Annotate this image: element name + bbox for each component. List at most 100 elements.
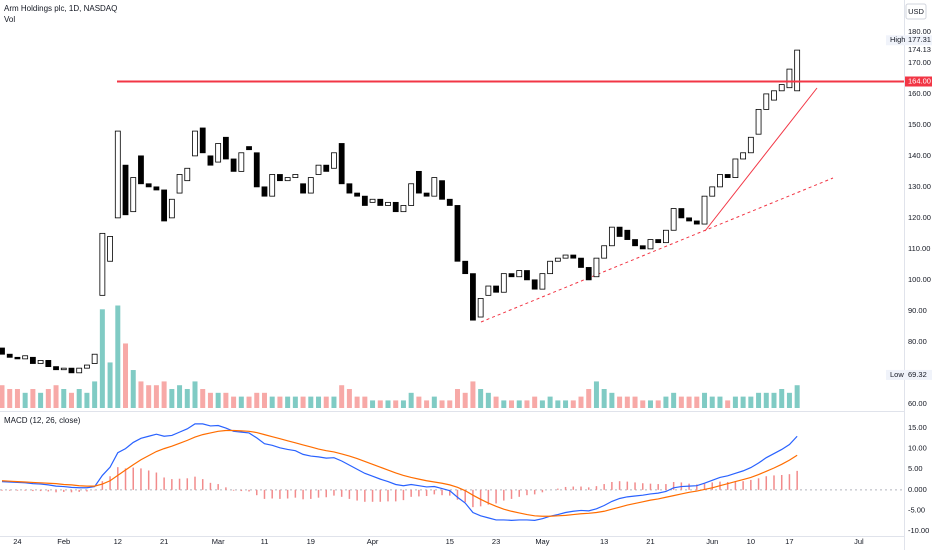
- macd-histogram-bar: [472, 490, 474, 507]
- candle-body: [270, 174, 275, 196]
- candle-body: [131, 178, 136, 212]
- macd-histogram-bar: [588, 487, 590, 489]
- candle-body: [532, 280, 537, 289]
- volume-bar: [231, 397, 236, 408]
- candle-body: [262, 187, 267, 196]
- macd-histogram-bar: [233, 490, 235, 491]
- x-tick-label: May: [535, 537, 549, 546]
- candle-body: [625, 230, 630, 239]
- volume-bar: [795, 385, 800, 408]
- macd-histogram-bar: [441, 490, 443, 495]
- macd-histogram-bar: [241, 490, 243, 491]
- macd-histogram-bar: [279, 490, 281, 499]
- candle-body: [463, 261, 468, 273]
- x-tick-label: 21: [646, 537, 654, 546]
- candle-body: [370, 199, 375, 202]
- candle-body: [162, 190, 167, 221]
- x-tick-label: Jun: [706, 537, 718, 546]
- volume-bar: [262, 393, 267, 408]
- candle-body: [169, 199, 174, 218]
- macd-title: MACD (12, 26, close): [4, 416, 81, 425]
- volume-bar: [0, 385, 5, 408]
- candle-body: [517, 271, 522, 277]
- volume-bar: [393, 400, 398, 408]
- macd-histogram-bar: [109, 476, 111, 490]
- candle-body: [702, 196, 707, 224]
- candle-body: [432, 178, 437, 197]
- volume-title: Vol: [4, 15, 15, 24]
- candle-body: [455, 205, 460, 261]
- trend-line-dashed: [481, 178, 833, 322]
- macd-histogram-bar: [395, 490, 397, 502]
- macd-histogram-bar: [766, 476, 768, 490]
- macd-histogram-bar: [634, 482, 636, 489]
- macd-histogram-bar: [132, 468, 134, 490]
- macd-histogram-bar: [495, 490, 497, 504]
- y-tick-label: -5.00: [908, 505, 925, 514]
- volume-bar: [247, 397, 252, 408]
- candle-body: [555, 258, 560, 261]
- candle-body: [416, 171, 421, 193]
- x-tick-label: Jul: [854, 537, 864, 546]
- candle-body: [193, 131, 198, 156]
- candle-body: [640, 246, 645, 249]
- currency[interactable]: USD: [908, 7, 924, 16]
- x-tick-label: 10: [747, 537, 755, 546]
- x-tick-label: 13: [600, 537, 608, 546]
- volume-bar: [432, 397, 437, 408]
- volume-bar: [84, 393, 89, 408]
- macd-histogram-bar: [71, 490, 73, 492]
- candle-body: [594, 258, 599, 277]
- volume-bar: [308, 397, 313, 408]
- macd-histogram-bar: [410, 490, 412, 497]
- candle-body: [177, 174, 182, 193]
- macd-histogram-bar: [750, 480, 752, 490]
- candle-body: [77, 368, 82, 373]
- x-tick-label: 23: [492, 537, 500, 546]
- macd-line: [2, 430, 797, 516]
- macd-histogram-bar: [580, 487, 582, 490]
- macd-histogram-bar: [742, 481, 744, 490]
- macd-histogram-bar: [63, 490, 64, 492]
- macd-histogram-bar: [380, 490, 382, 502]
- candle-body: [663, 230, 668, 242]
- candle-body: [15, 357, 20, 359]
- candle-body: [687, 218, 692, 221]
- macd-histogram-bar: [194, 477, 196, 490]
- x-tick-label: Mar: [212, 537, 225, 546]
- volume-bar: [524, 400, 529, 408]
- volume-bar: [679, 397, 684, 408]
- candle-body: [285, 178, 290, 181]
- candle-body: [586, 267, 591, 279]
- macd-histogram-bar: [210, 483, 212, 490]
- macd-histogram-bar: [403, 490, 405, 500]
- candle-body: [648, 240, 653, 249]
- candle-body: [324, 165, 329, 171]
- macd-histogram-bar: [302, 490, 304, 499]
- volume-bar: [470, 381, 475, 408]
- candle-body: [717, 174, 722, 186]
- candle-body: [69, 368, 74, 373]
- volume-bar: [625, 397, 630, 408]
- volume-bar: [509, 400, 514, 408]
- volume-bar: [540, 400, 545, 408]
- macd-histogram-bar: [310, 490, 312, 499]
- candle-body: [694, 221, 699, 224]
- y-tick-label: 120.00: [908, 213, 931, 222]
- volume-bar: [741, 397, 746, 408]
- candle-body: [208, 156, 213, 165]
- macd-histogram-bar: [650, 484, 652, 490]
- macd-histogram-bar: [627, 482, 629, 490]
- candle-body: [679, 209, 684, 218]
- y-tick-label: 10.00: [908, 444, 927, 453]
- candle-body: [185, 168, 190, 180]
- macd-histogram-bar: [464, 490, 466, 502]
- macd-histogram-bar: [796, 471, 798, 490]
- macd-histogram-bar: [387, 490, 389, 502]
- volume-bar: [424, 400, 429, 408]
- volume-bar: [115, 306, 120, 409]
- candle-body: [772, 91, 777, 100]
- volume-bar: [656, 400, 661, 408]
- volume-bar: [756, 393, 761, 408]
- macd-histogram-bar: [40, 490, 42, 491]
